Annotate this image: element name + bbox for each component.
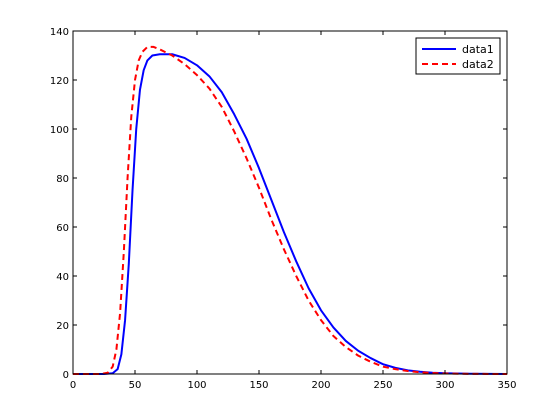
x-tick-label: 150 (249, 380, 268, 391)
legend-label-data2: data2 (462, 58, 494, 71)
y-tick-label: 140 (50, 27, 69, 38)
series-line-data2 (73, 45, 508, 375)
y-axis: 0 20 40 60 80 100 120 140 (50, 27, 507, 381)
y-tick-label: 40 (56, 272, 69, 283)
y-tick-label: 60 (56, 223, 69, 234)
x-axis: 0 50 100 150 200 250 300 350 (70, 31, 517, 391)
y-tick-label: 100 (50, 125, 69, 136)
legend-box (415, 37, 501, 75)
series-line-data1 (73, 53, 508, 375)
y-tick-label: 120 (50, 76, 69, 87)
y-tick-label: 20 (56, 321, 69, 332)
legend: data1 data2 (415, 37, 501, 75)
plot-area (73, 31, 507, 374)
series-layer (73, 45, 508, 375)
x-tick-label: 100 (187, 380, 206, 391)
legend-label-data1: data1 (462, 43, 494, 56)
y-tick-label: 80 (56, 174, 69, 185)
y-tick-label: 0 (63, 370, 69, 381)
x-tick-label: 300 (435, 380, 454, 391)
x-tick-label: 200 (311, 380, 330, 391)
x-tick-label: 350 (497, 380, 516, 391)
x-tick-label: 250 (373, 380, 392, 391)
x-tick-label: 50 (129, 380, 142, 391)
plot-frame (72, 30, 508, 375)
x-tick-label: 0 (70, 380, 76, 391)
